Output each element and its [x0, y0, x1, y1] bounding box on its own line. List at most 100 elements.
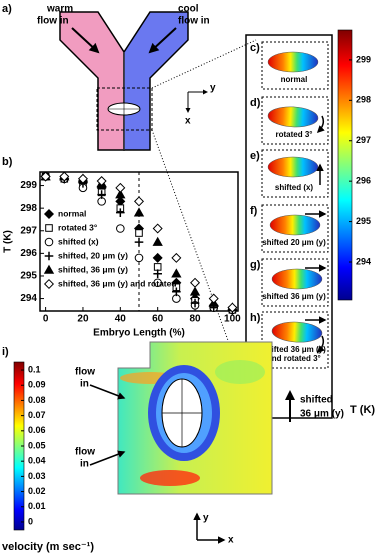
axis-label: x [228, 535, 234, 546]
legend-label: shifted (x) [58, 236, 99, 246]
channel-diagram [59, 11, 257, 419]
legend-marker [43, 278, 55, 290]
flow-label: in [80, 379, 89, 390]
velocity-colorbar: 0 0.01 0.02 0.03 0.04 0.05 0.06 0.07 0.08 0.09 0.1… [2, 361, 94, 553]
panel-label: c) [250, 42, 260, 54]
shift-label: shifted [300, 395, 333, 406]
motion-arrows [305, 115, 327, 354]
marker [152, 236, 163, 246]
legend-marker [45, 224, 53, 232]
marker [59, 171, 70, 182]
marker [135, 229, 143, 237]
embryo-box [261, 311, 329, 369]
flow-label: flow [75, 447, 95, 458]
embryo-panels: c) normal d) rotated 3° e) shifted (x) f) shift… [250, 41, 329, 369]
y-tick-label: 295 [20, 271, 37, 282]
marker [77, 173, 88, 184]
colorbar-tick-label: 0.04 [28, 456, 46, 466]
panel-label: a) [2, 3, 12, 15]
colorbar [337, 29, 353, 301]
colorbar-tick-label: 0.08 [28, 395, 46, 405]
marker [190, 298, 200, 308]
embryo-caption: shifted 36 μm (y) [262, 345, 326, 354]
marker [133, 196, 145, 207]
marker [153, 269, 162, 279]
embryo [267, 156, 319, 178]
embryo [267, 106, 319, 128]
colorbar-tick-label: 0.05 [28, 440, 46, 450]
cool-label: cool [178, 4, 199, 15]
colorbar-tick-label: 0.02 [28, 486, 46, 496]
panel-label: e) [250, 150, 260, 162]
colorbar-tick-label: 0.06 [28, 425, 46, 435]
legend-label: rotated 3° [58, 222, 98, 232]
marker [227, 302, 238, 313]
shift-label: 36 μm (y) [300, 409, 344, 420]
marker [171, 268, 182, 278]
marker [115, 182, 126, 193]
legend-marker [44, 251, 54, 261]
legend-marker [43, 264, 55, 274]
marker [208, 293, 219, 304]
marker [116, 224, 125, 233]
y-tick-label: 296 [20, 248, 37, 259]
colorbar-tick-label: 0 [28, 516, 33, 526]
y-tick-label: 297 [20, 225, 37, 236]
colorbar-tick-label: 298 [356, 95, 371, 105]
marker [190, 277, 201, 288]
axis-label: y [210, 83, 216, 94]
axis-label: y [203, 513, 209, 524]
colorbar-tick-label: 0.01 [28, 501, 46, 511]
colorbar-tick-label: 0.03 [28, 471, 46, 481]
y-tick-label: 294 [20, 293, 37, 304]
colorbar-tick-label: 297 [356, 135, 371, 145]
panel-label: b) [2, 156, 13, 168]
embryo [267, 51, 319, 73]
flow-label: in [80, 459, 89, 470]
legend-marker [44, 237, 54, 247]
x-tick-label: 40 [115, 314, 127, 325]
embryo-caption: shifted 36 μm (y) [262, 292, 326, 301]
x-tick-label: 80 [189, 314, 201, 325]
panel-label: i) [2, 346, 9, 358]
colorbar-tick-label: 0.1 [28, 364, 41, 374]
y-tick-label: 298 [20, 203, 37, 214]
colorbar-tick-label: 0.09 [28, 380, 46, 390]
y-axis-label: T (K) [3, 230, 14, 253]
legend-label: shifted, 36 μm (y) and rotated [58, 278, 177, 288]
flow-label: flow [75, 367, 95, 378]
marker [97, 190, 106, 199]
embryo-box [261, 204, 329, 253]
embryo-caption: shifted 20 μm (y) [262, 238, 326, 247]
velocity-field [89, 341, 295, 544]
marker [134, 253, 144, 263]
embryo-box [261, 41, 329, 90]
temperature-colorbar: 294 295 296 297 298 299 T (K) [337, 29, 375, 416]
embryo-caption: rotated 3° [276, 130, 313, 139]
marker [153, 263, 162, 271]
x-tick-label: 100 [224, 314, 241, 325]
marker [133, 207, 145, 217]
embryo-caption: normal [281, 75, 308, 84]
embryo-box [261, 258, 329, 307]
marker [189, 286, 201, 296]
marker [40, 171, 51, 182]
colorbar-tick-label: 295 [356, 216, 371, 226]
colorbar-label: velocity (m sec⁻¹) [2, 541, 94, 553]
embryo-box [261, 149, 329, 198]
panel-label: d) [250, 97, 261, 109]
panel-label: h) [250, 312, 261, 324]
legend-label: shifted, 36 μm (y) [58, 264, 128, 274]
colorbar-tick-label: 0.07 [28, 410, 46, 420]
embryo [271, 321, 323, 343]
colorbar-label: T (K) [350, 404, 375, 416]
marker [171, 252, 182, 263]
embryo [269, 214, 321, 236]
legend-label: normal [58, 208, 86, 218]
legend-marker [43, 208, 55, 220]
panel-label: f) [250, 205, 258, 217]
embryo-caption: shifted (x) [275, 183, 314, 192]
marker [152, 223, 163, 234]
x-axis-label: Embryo Length (%) [93, 328, 185, 339]
